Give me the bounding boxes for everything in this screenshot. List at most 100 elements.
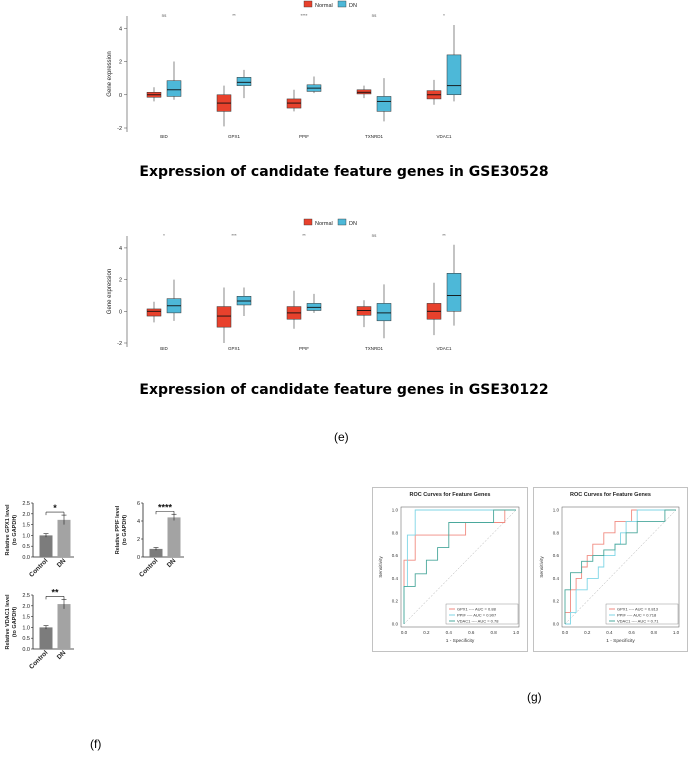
y-axis-label: Relative VDAC1 level [5, 594, 11, 649]
y-tick-label: 0.4 [553, 576, 560, 581]
category-label: PPIF [299, 134, 309, 139]
y-tick-label: 0 [137, 555, 140, 561]
panel-label-g: (g) [527, 690, 542, 704]
legend-label-normal: Normal [315, 221, 333, 227]
y-tick-label: 0.2 [553, 599, 560, 604]
y-axis-label: Sensitivity [378, 556, 384, 578]
roc-title: ROC Curves for Feature Genes [570, 492, 651, 498]
y-tick-label: 2.5 [22, 501, 30, 507]
category-label: VDAC1 [436, 134, 452, 139]
y-axis-label: Gene expression [107, 51, 113, 96]
x-axis-label: 1 - Specificity [446, 638, 475, 644]
significance-label: * [443, 13, 445, 18]
y-tick-label: 0.5 [22, 544, 30, 550]
roc-plot-area [400, 506, 520, 628]
y-tick-label: 4 [119, 246, 122, 252]
y-tick-label: 1.5 [22, 615, 30, 621]
x-tick-label: 1.0 [673, 630, 680, 635]
legend-swatch-dn [337, 218, 347, 226]
x-tick-label: DN [56, 557, 68, 569]
roc-legend-label: VDAC1 ---- AUC = 0.71 [617, 619, 659, 624]
roc-legend [445, 603, 519, 625]
y-tick-label: 0.6 [553, 553, 560, 558]
y-axis-label-2: (to GAPDH) [12, 607, 18, 637]
x-tick-label: 0.4 [606, 630, 613, 635]
x-tick-label: DN [56, 649, 68, 661]
y-tick-label: 2.0 [22, 512, 30, 518]
x-tick-label: 0.4 [446, 630, 453, 635]
y-tick-label: 1.0 [553, 508, 560, 513]
box-normal [146, 308, 162, 317]
y-tick-label: 0.2 [392, 599, 399, 604]
bar-dn [57, 604, 71, 649]
significance-label: **** [300, 13, 307, 18]
x-tick-label: 0.8 [651, 630, 658, 635]
x-tick-label: Control [28, 649, 49, 670]
roc-chart-1: ROC Curves for Feature Genes 0.0 0.2 0.4 0.6… [372, 487, 528, 652]
boxplot-gse30122: Normal DN 4 2 0 -2 Gene expression BID * GPX1 *** P… [107, 218, 462, 351]
x-tick-label: DN [166, 557, 178, 569]
significance-label: ** [442, 233, 446, 238]
y-axis-label-2: (to GAPDH) [12, 515, 18, 545]
y-tick-label: 6 [137, 501, 140, 507]
x-tick-label: 0.2 [584, 630, 591, 635]
y-tick-label: -2 [117, 126, 122, 132]
y-tick-label: 0 [119, 309, 122, 315]
significance-label: ns [372, 13, 378, 18]
bar-chart-vdac1: 0.0 0.5 1.0 1.5 2.0 2.5 Relative VDAC1 level (t… [5, 587, 74, 671]
category-label: PPIF [299, 346, 309, 351]
roc-legend-label: PPIF ---- AUC = 0.907 [457, 613, 497, 618]
y-tick-label: 4 [137, 519, 140, 525]
bar-dn [167, 517, 181, 557]
roc-legend-label: GPX1 ---- AUC = 0.88 [457, 607, 497, 612]
significance-label: ** [302, 233, 306, 238]
x-tick-label: Control [138, 557, 159, 578]
boxplot-title-gse30122: Expression of candidate feature genes in… [139, 382, 549, 398]
roc-chart-2: ROC Curves for Feature Genes 0.0 0.2 0.4 0.6… [533, 487, 688, 652]
legend-label-normal: Normal [315, 3, 333, 9]
y-axis-label: Relative PPIF level [115, 505, 121, 554]
y-tick-label: 0.0 [22, 555, 30, 561]
x-tick-label: 0.0 [562, 630, 569, 635]
category-label: BID [160, 134, 168, 139]
y-tick-label: 2 [137, 537, 140, 543]
boxplot-title-gse30528: Expression of candidate feature genes in… [139, 164, 549, 180]
bar-control [39, 535, 53, 557]
roc-curve-ppif [565, 509, 676, 625]
bar-control [149, 548, 163, 557]
y-tick-label: 2 [119, 60, 122, 66]
legend-label-dn: DN [349, 221, 357, 227]
y-tick-label: 2.5 [22, 593, 30, 599]
y-tick-label: 0.0 [22, 647, 30, 653]
roc-legend-label: PPIF ---- AUC = 0.718 [617, 613, 657, 618]
legend-label-dn: DN [349, 3, 357, 9]
y-axis-label: Sensitivity [539, 556, 545, 578]
category-label: VDAC1 [436, 346, 452, 351]
x-tick-label: 0.6 [468, 630, 475, 635]
legend-swatch-dn [337, 0, 347, 8]
y-tick-label: 0 [119, 93, 122, 99]
y-tick-label: 1.5 [22, 523, 30, 529]
x-tick-label: Control [28, 557, 49, 578]
box-normal [216, 306, 232, 328]
y-tick-label: 2.0 [22, 604, 30, 610]
box-dn [236, 77, 252, 86]
category-label: BID [160, 346, 168, 351]
y-tick-label: -2 [117, 341, 122, 347]
significance-label: ns [162, 13, 168, 18]
panel-label-f: (f) [90, 737, 102, 751]
box-dn [376, 96, 392, 112]
roc-curve-vdac1 [564, 509, 676, 624]
significance-label: ** [232, 13, 236, 18]
y-axis-label-2: (to GAPDH) [122, 515, 128, 545]
box-dn [446, 273, 462, 312]
box-dn [446, 54, 462, 96]
roc-plot-area [561, 506, 680, 628]
category-label: GPX1 [228, 134, 241, 139]
x-tick-label: 1.0 [513, 630, 520, 635]
bar-chart-gpx1: 0.0 0.5 1.0 1.5 2.0 2.5 Relative GPX1 level (to… [5, 501, 74, 579]
significance-label: ns [372, 233, 378, 238]
x-axis-label: 1 - Specificity [606, 638, 635, 644]
roc-legend-label: GPX1 ---- AUC = 0.813 [617, 607, 659, 612]
y-tick-label: 4 [119, 26, 122, 32]
